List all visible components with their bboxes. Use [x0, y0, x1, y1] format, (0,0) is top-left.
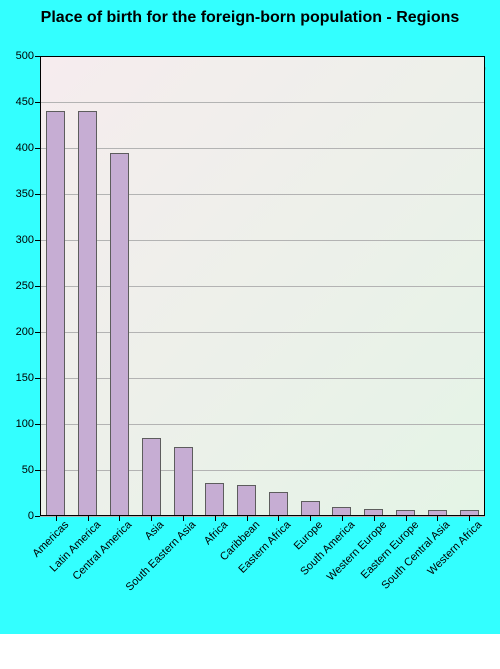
plot-area: 050100150200250300350400450500 AmericasL…: [40, 56, 485, 516]
ytick-label: 250: [16, 280, 40, 292]
bar: [78, 111, 97, 516]
ytick-label: 450: [16, 96, 40, 108]
chart-title: Place of birth for the foreign-born popu…: [0, 8, 500, 27]
bar: [142, 438, 161, 516]
ytick-label: 500: [16, 50, 40, 62]
ytick-label: 150: [16, 372, 40, 384]
ytick-label: 50: [22, 464, 40, 476]
ytick-label: 300: [16, 234, 40, 246]
bar: [301, 501, 320, 516]
bar: [364, 509, 383, 516]
bar: [46, 111, 65, 516]
gridline: [40, 516, 485, 517]
ytick-label: 100: [16, 418, 40, 430]
bars-layer: [40, 56, 485, 516]
ytick-label: 0: [28, 510, 40, 522]
ytick-label: 350: [16, 188, 40, 200]
bar: [332, 507, 351, 516]
bar: [269, 492, 288, 516]
bar: [205, 483, 224, 516]
bar-chart: Place of birth for the foreign-born popu…: [0, 0, 500, 634]
bar: [237, 485, 256, 516]
ytick-label: 200: [16, 326, 40, 338]
ytick-label: 400: [16, 142, 40, 154]
bar: [174, 447, 193, 516]
bar: [110, 153, 129, 516]
